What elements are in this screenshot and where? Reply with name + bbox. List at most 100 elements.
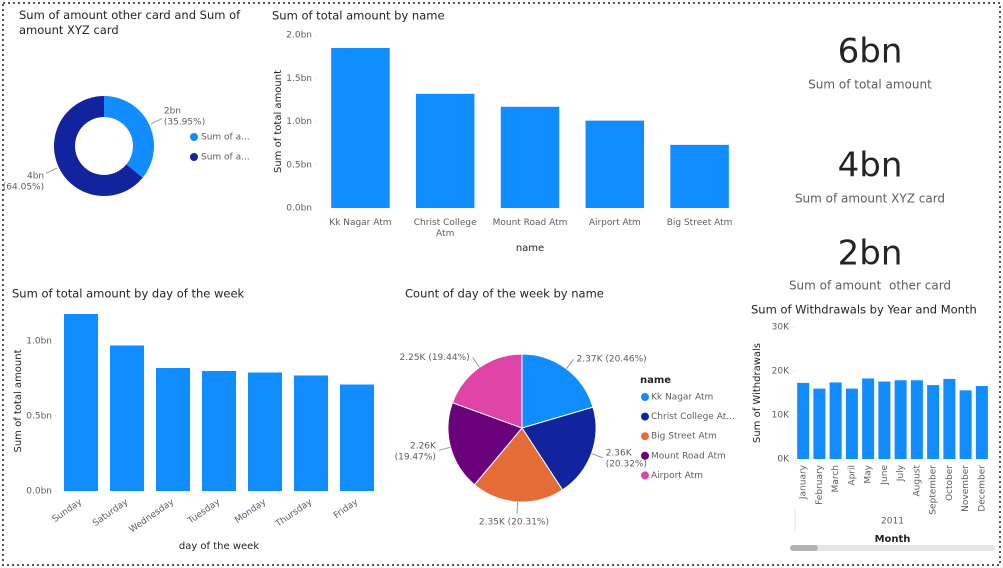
data-label: 2.37K (20.46%) xyxy=(577,355,647,365)
bar xyxy=(894,380,907,459)
x-tick-label: Friday xyxy=(332,497,361,521)
bar xyxy=(293,375,329,491)
x-tick-label: Tuesday xyxy=(186,497,223,527)
data-label: 2.25K (19.44%) xyxy=(400,353,470,363)
chart-title: Sum of total amount by name xyxy=(272,9,445,23)
bar xyxy=(500,106,560,208)
scrollbar[interactable] xyxy=(790,545,995,551)
bar xyxy=(959,390,972,459)
donut-slice xyxy=(54,96,143,196)
y-tick-label: 20K xyxy=(772,367,790,377)
bar xyxy=(339,384,375,491)
x-group-label: 2011 xyxy=(881,517,904,527)
leader-line xyxy=(591,453,603,459)
y-tick-label: 1.0bn xyxy=(286,117,312,127)
y-tick-label: 1.5bn xyxy=(286,74,312,84)
scrollbar-thumb[interactable] xyxy=(790,545,818,551)
legend-swatch xyxy=(641,412,649,421)
x-tick-label: February xyxy=(815,464,825,505)
y-tick-label: 0.0bn xyxy=(286,204,312,214)
leader-line xyxy=(438,446,451,451)
bar xyxy=(943,378,956,459)
x-tick-label: April xyxy=(847,465,857,486)
legend-swatch xyxy=(641,432,649,441)
leader-line xyxy=(565,358,574,370)
x-tick-label: September xyxy=(929,465,939,515)
x-tick-label: Saturday xyxy=(91,497,131,529)
bar xyxy=(829,382,842,459)
x-tick-label: Thursday xyxy=(273,497,314,530)
card-label: Sum of amount other card xyxy=(789,279,951,293)
legend-swatch xyxy=(190,153,198,161)
bar xyxy=(927,385,940,459)
pie-slice xyxy=(451,353,523,429)
x-tick-label: Monday xyxy=(233,497,268,526)
leader-line xyxy=(150,118,163,125)
y-tick-label: 0.5bn xyxy=(286,160,312,170)
x-tick-label: November xyxy=(961,465,971,512)
chart-title: Sum of amount other card and Sum of amoun… xyxy=(19,8,241,37)
x-tick-label: Sunday xyxy=(51,497,85,525)
y-axis-label: Sum of Withdrawals xyxy=(752,343,763,443)
x-tick-label: July xyxy=(896,464,906,482)
y-tick-label: 0K xyxy=(777,455,790,465)
card-label: Sum of amount XYZ card xyxy=(795,192,945,206)
legend-label: Christ College At... xyxy=(651,412,735,422)
leader-line xyxy=(472,357,480,368)
leader-line xyxy=(516,501,519,514)
legend-label: Sum of a... xyxy=(201,153,250,163)
x-tick-label: Kk Nagar Atm xyxy=(329,218,391,228)
legend-label: Sum of a... xyxy=(201,133,250,143)
bar xyxy=(878,381,891,459)
legend-label: Kk Nagar Atm xyxy=(651,393,713,403)
legend-label: Airport Atm xyxy=(651,471,703,481)
x-tick-label: June xyxy=(880,465,890,486)
x-tick-label: March xyxy=(831,465,841,492)
y-axis-label: Sum of total amount xyxy=(273,70,284,173)
y-tick-label: 0.0bn xyxy=(26,487,52,497)
y-tick-label: 0.5bn xyxy=(26,412,52,422)
x-tick-label: December xyxy=(977,465,987,512)
bar xyxy=(813,388,826,459)
bar xyxy=(63,314,99,491)
bar xyxy=(585,120,645,208)
x-tick-label: Christ College Atm xyxy=(414,218,477,239)
legend-title: name xyxy=(640,375,671,386)
chart-title: Sum of total amount by day of the week xyxy=(12,287,245,301)
chart-title: Sum of Withdrawals by Year and Month xyxy=(751,303,977,317)
y-tick-label: 10K xyxy=(772,411,790,421)
y-tick-label: 2.0bn xyxy=(286,31,312,41)
bar xyxy=(670,144,729,208)
x-tick-label: January xyxy=(799,464,809,500)
data-label: 4bn (64.05%) xyxy=(3,171,44,192)
y-axis-label: Sum of total amount xyxy=(13,349,24,452)
x-axis-label: name xyxy=(516,243,544,254)
x-tick-label: August xyxy=(912,465,922,497)
bar xyxy=(331,47,390,208)
bar xyxy=(845,388,858,459)
bar xyxy=(910,380,923,459)
legend-swatch xyxy=(641,451,649,460)
x-tick-label: Wednesday xyxy=(128,497,177,535)
card-label: Sum of total amount xyxy=(808,78,932,92)
x-tick-label: Airport Atm xyxy=(589,218,641,228)
legend-swatch xyxy=(190,133,198,141)
x-tick-label: Big Street Atm xyxy=(667,218,733,228)
bar xyxy=(201,371,237,491)
donut-slice xyxy=(104,96,154,178)
legend-swatch xyxy=(641,393,649,401)
chart-title: Count of day of the week by name xyxy=(405,287,604,301)
legend-label: Big Street Atm xyxy=(651,432,717,442)
bar xyxy=(415,93,475,208)
bar xyxy=(862,378,875,459)
data-label: 2.36K (20.32%) xyxy=(606,448,647,469)
bar xyxy=(109,345,145,491)
data-label: 2.26K (19.47%) xyxy=(395,441,437,462)
legend-swatch xyxy=(641,471,649,480)
leader-line xyxy=(45,167,58,174)
x-tick-label: Mount Road Atm xyxy=(493,218,568,228)
bar xyxy=(975,385,988,459)
x-tick-label: October xyxy=(945,465,955,501)
pie-slice xyxy=(447,402,523,486)
